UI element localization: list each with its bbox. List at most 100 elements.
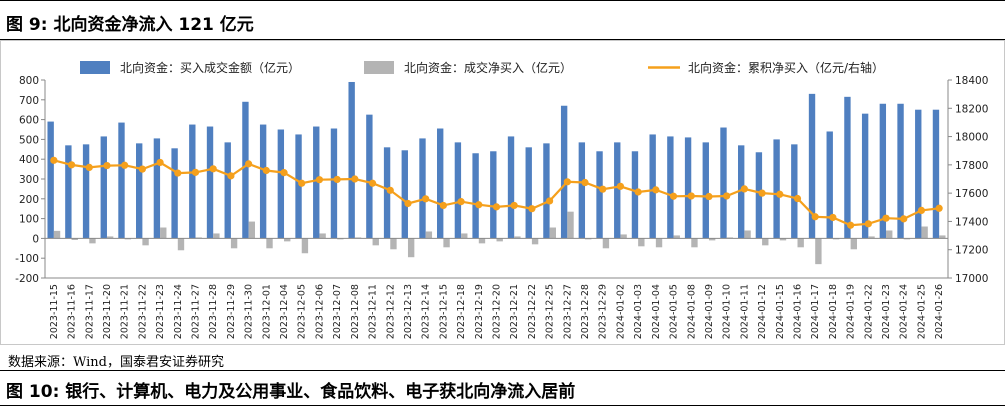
bar-buy-amount: [330, 128, 338, 239]
cumulative-point: [333, 175, 341, 184]
cumulative-point: [616, 182, 625, 190]
bar-net-buy: [744, 230, 751, 239]
bar-buy-amount: [897, 103, 904, 239]
bars: [45, 81, 948, 265]
x-tick-label: 2024-01-22: [863, 284, 874, 339]
bar-buy-amount: [437, 128, 444, 239]
cumulative-point: [740, 185, 748, 193]
x-tick-label: 2023-12-15: [438, 284, 449, 339]
cumulative-point: [103, 161, 111, 170]
bar-net-buy: [531, 238, 539, 245]
x-tick-label: 2024-01-09: [704, 284, 715, 339]
bar-net-buy: [850, 238, 857, 250]
legend-label: 北向资金：买入成交金额（亿元）: [120, 60, 300, 75]
line-series: [50, 156, 943, 229]
bar-net-buy: [407, 238, 415, 258]
cumulative-point: [67, 161, 76, 169]
cumulative-point: [546, 197, 554, 205]
bar-net-buy: [89, 238, 96, 244]
bar-buy-amount: [560, 105, 568, 239]
bar-net-buy: [886, 230, 893, 239]
x-tick-label: 2023-12-21: [509, 284, 520, 339]
cumulative-point: [900, 215, 908, 223]
cumulative-point: [191, 168, 200, 176]
bar-net-buy: [655, 238, 663, 248]
x-tick-label: 2023-12-22: [527, 284, 538, 339]
x-tick-label: 2024-01-19: [846, 284, 857, 339]
right-tick-label: 17800: [955, 160, 988, 172]
bar-buy-amount: [720, 127, 727, 239]
bar-buy-amount: [295, 134, 302, 239]
cumulative-point: [404, 199, 412, 208]
x-tick-label: 2023-12-12: [385, 284, 396, 339]
x-tick-label: 2023-12-18: [456, 284, 467, 339]
bar-buy-amount: [490, 151, 497, 239]
left-tick-label: 300: [19, 174, 39, 186]
right-axis: 17000 17200 17400 17600 17800 18000 18200 18400: [947, 75, 988, 285]
legend-swatch: [80, 61, 110, 74]
bar-buy-amount: [826, 131, 833, 239]
bar-buy-amount: [861, 113, 869, 239]
left-tick-label: 800: [19, 75, 39, 87]
x-tick-label: 2024-01-16: [793, 284, 804, 339]
bar-buy-amount: [755, 152, 763, 239]
x-tick-label: 2023-12-14: [421, 284, 432, 339]
left-tick-label: 200: [19, 194, 39, 206]
bar-buy-amount: [136, 143, 143, 239]
x-tick-label: 2024-01-05: [669, 284, 680, 339]
bar-buy-amount: [932, 109, 940, 239]
x-tick-label: 2023-12-19: [474, 284, 485, 339]
bar-net-buy: [177, 238, 185, 251]
bar-net-buy: [390, 238, 397, 250]
x-tick-label: 2023-12-07: [332, 284, 343, 339]
cumulative-point: [50, 156, 58, 164]
x-tick-label: 2024-01-24: [899, 284, 910, 339]
bar-net-buy: [779, 238, 787, 241]
bar-net-buy: [638, 238, 645, 247]
bar-buy-amount: [915, 109, 922, 239]
cumulative-point: [315, 176, 324, 184]
top-rule: [0, 0, 1005, 1]
x-tick-label: 2023-11-22: [137, 284, 148, 339]
cumulative-point: [776, 190, 784, 198]
x-tick-label: 2023-12-04: [279, 284, 290, 339]
bar-buy-amount: [153, 138, 161, 239]
cumulative-point: [245, 160, 253, 168]
cumulative-point: [280, 169, 288, 177]
bar-buy-amount: [649, 134, 656, 239]
bar-net-buy: [815, 238, 822, 265]
bar-buy-amount: [259, 124, 267, 239]
bar-buy-amount: [366, 114, 373, 239]
cumulative-point: [227, 172, 235, 180]
cumulative-point: [829, 213, 837, 222]
cumulative-point: [298, 179, 306, 187]
bar-buy-amount: [454, 142, 462, 239]
left-tick-label: 500: [19, 134, 39, 146]
cumulative-point: [705, 192, 713, 201]
cumulative-point: [864, 220, 872, 228]
cumulative-point: [439, 201, 447, 210]
bar-net-buy: [266, 238, 273, 249]
x-tick-label: 2024-01-26: [934, 284, 945, 339]
bar-buy-amount: [738, 145, 745, 239]
cumulative-point: [581, 178, 589, 187]
x-tick-label: 2023-11-15: [49, 284, 60, 339]
legend: 北向资金：买入成交金额（亿元） 北向资金：成交净买入（亿元） 北向资金：累积净买入（…: [80, 60, 884, 75]
x-tick-label: 2023-11-17: [84, 284, 95, 339]
x-tick-label: 2024-01-10: [722, 284, 733, 339]
bar-net-buy: [425, 231, 433, 239]
cumulative-point: [351, 175, 359, 183]
bar-net-buy: [762, 238, 769, 246]
right-tick-label: 17000: [955, 273, 988, 285]
source-note: 数据来源：Wind，国泰君安证券研究: [8, 355, 224, 370]
x-tick-label: 2023-12-11: [368, 284, 379, 339]
bar-net-buy: [797, 238, 804, 248]
cumulative-point: [138, 165, 146, 173]
bar-net-buy: [319, 233, 326, 239]
x-tick-label: 2024-01-03: [633, 284, 644, 339]
x-tick-label: 2024-01-17: [810, 284, 821, 339]
bar-buy-amount: [118, 122, 125, 239]
x-tick-label: 2024-01-02: [615, 284, 626, 339]
bar-net-buy: [602, 238, 610, 249]
left-tick-label: 400: [19, 154, 39, 166]
